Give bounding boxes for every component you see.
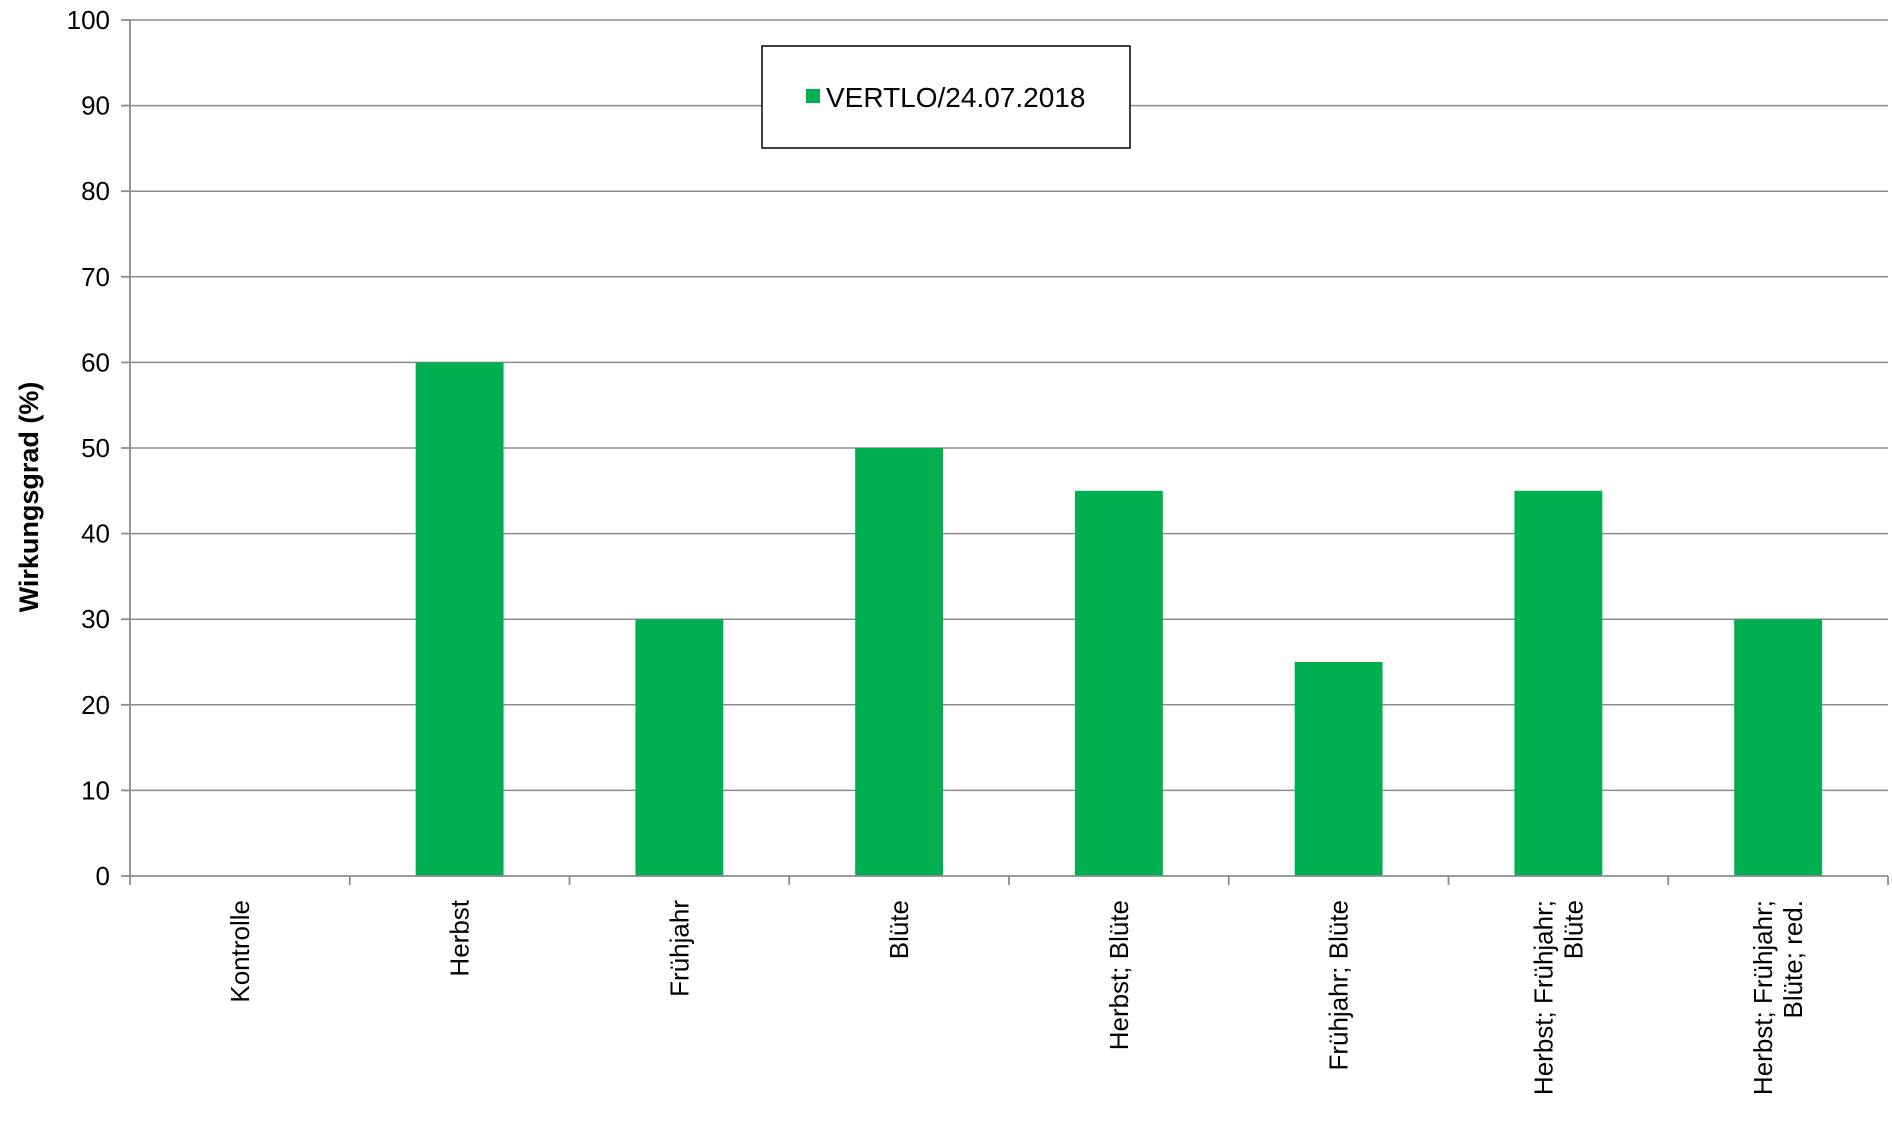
y-tick-label: 100 <box>67 5 110 35</box>
x-tick-label: Kontrolle <box>225 900 255 1003</box>
y-tick-label: 60 <box>81 347 110 377</box>
bar <box>635 619 724 876</box>
bar <box>1294 662 1383 876</box>
y-tick-label: 40 <box>81 519 110 549</box>
legend-box <box>761 45 1131 149</box>
x-tick-label: Frühjahr <box>664 900 694 997</box>
y-tick-label: 30 <box>81 604 110 634</box>
x-tick-label: Blüte; red. <box>1778 900 1808 1019</box>
y-tick-labels: 0 10 20 30 40 50 60 70 80 90 100 <box>67 5 110 891</box>
x-tick-label: Blüte <box>1558 900 1588 959</box>
x-tick-label: Herbst <box>445 899 475 976</box>
y-axis-label: Wirkungsgrad (%) <box>14 382 44 613</box>
x-tick-label: Herbst; Frühjahr; <box>1748 900 1778 1095</box>
legend-swatch-icon <box>806 89 820 103</box>
bar <box>415 362 504 876</box>
bar <box>1074 490 1163 876</box>
x-tick-labels: Kontrolle Herbst Frühjahr Blüte Herbst; Blüt… <box>225 899 1808 1095</box>
y-tick-label: 10 <box>81 775 110 805</box>
y-tick-label: 20 <box>81 690 110 720</box>
bar <box>855 448 944 876</box>
x-tick-label: Frühjahr; Blüte <box>1324 900 1354 1071</box>
y-tick-label: 70 <box>81 262 110 292</box>
bar-layer <box>415 362 1823 876</box>
legend-label: VERTLO/24.07.2018 <box>826 82 1085 113</box>
bar <box>1514 490 1603 876</box>
y-tick-label: 0 <box>96 861 110 891</box>
legend: VERTLO/24.07.2018 <box>761 45 1131 149</box>
x-tick-label: Herbst; Frühjahr; <box>1528 900 1558 1095</box>
axis-layer <box>129 20 1889 885</box>
y-tick-label: 50 <box>81 433 110 463</box>
x-tick-label: Blüte <box>884 900 914 959</box>
y-tick-label: 90 <box>81 91 110 121</box>
y-tick-label: 80 <box>81 176 110 206</box>
x-tick-label: Herbst; Blüte <box>1104 900 1134 1050</box>
bar <box>1734 619 1823 876</box>
